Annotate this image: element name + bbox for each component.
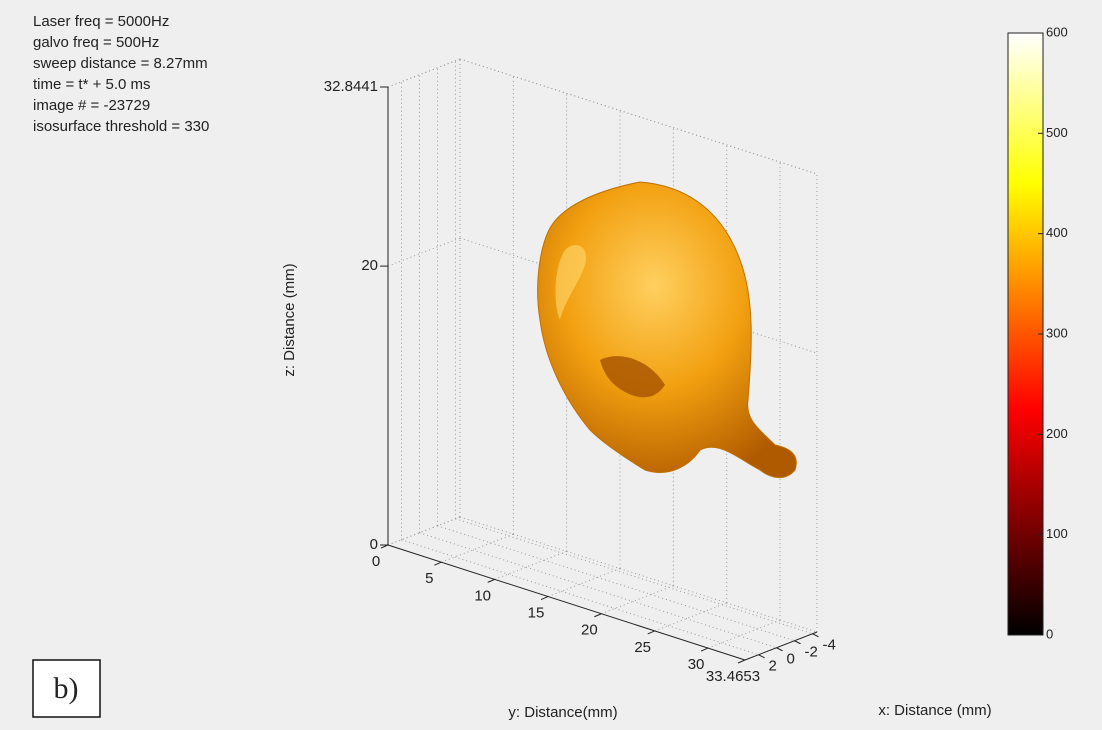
y-tick-label: 15 [528, 605, 545, 622]
annotation: image # = -23729 [33, 97, 150, 114]
page: Laser freq = 5000Hz galvo freq = 500Hz swe… [0, 0, 1102, 730]
annotation: time = t* + 5.0 ms [33, 76, 151, 93]
y-axis-label: y: Distance(mm) [508, 704, 617, 721]
colorbar-tick-label: 500 [1046, 125, 1068, 140]
colorbar-scale [1008, 33, 1043, 635]
x-tick-label: 2 [769, 658, 777, 675]
x-tick-label: -2 [805, 644, 818, 661]
annotation: Laser freq = 5000Hz [33, 13, 169, 30]
z-tick-label: 20 [361, 257, 378, 274]
colorbar-tick-label: 0 [1046, 626, 1053, 641]
y-tick-label: 20 [581, 622, 598, 639]
colorbar-tick-label: 100 [1046, 526, 1068, 541]
annotation: isosurface threshold = 330 [33, 118, 209, 135]
z-tick-label: 0 [370, 536, 378, 553]
y-tick-label: 10 [474, 587, 491, 604]
annotation: sweep distance = 8.27mm [33, 55, 208, 72]
x-axis-label: x: Distance (mm) [878, 702, 991, 719]
x-tick-label: 0 [787, 651, 795, 668]
y-tick-label: 5 [425, 570, 433, 587]
panel-label: b) [54, 672, 79, 705]
colorbar-tick-label: 300 [1046, 325, 1068, 340]
colorbar-tick-label: 600 [1046, 24, 1068, 39]
chart: Laser freq = 5000Hz galvo freq = 500Hz swe… [0, 0, 1102, 730]
y-tick-label: 0 [372, 553, 380, 570]
annotation: galvo freq = 500Hz [33, 34, 159, 51]
colorbar-tick-label: 400 [1046, 225, 1068, 240]
background [0, 0, 1102, 730]
y-tick-label: 25 [634, 639, 651, 656]
z-tick-label: 32.8441 [324, 78, 378, 95]
x-tick-label: -4 [823, 637, 836, 654]
colorbar-tick-label: 200 [1046, 426, 1068, 441]
y-tick-label: 33.4653 [706, 668, 760, 685]
y-tick-label: 30 [688, 656, 705, 673]
z-axis-label: z: Distance (mm) [281, 263, 298, 376]
